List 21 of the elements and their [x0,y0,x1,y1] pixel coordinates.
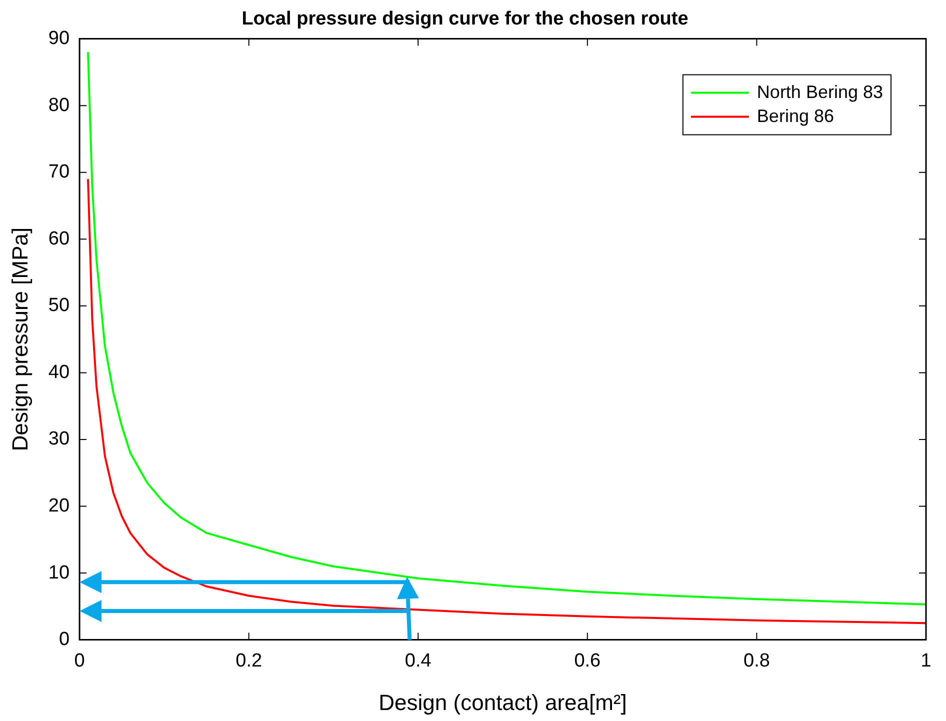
y-tick-label: 70 [48,162,70,183]
y-tick-label: 30 [48,428,70,450]
x-tick-label: 0 [74,650,85,672]
y-tick-label: 50 [48,295,70,316]
x-tick-label: 1 [920,650,932,672]
x-tick-label: 0.6 [574,650,601,672]
y-tick-label: 60 [48,228,70,250]
legend-label: Bering 86 [756,106,834,126]
y-tick-label: 20 [48,495,70,516]
y-tick-label: 40 [48,362,70,383]
legend-label: North Bering 83 [756,82,884,102]
x-axis-title: Design (contact) area[m²] [378,690,627,715]
x-tick-label: 0.8 [743,650,770,672]
y-tick-label: 80 [48,94,70,116]
y-axis-title: Design pressure [MPa] [7,227,32,452]
x-tick-label: 0.2 [236,650,262,672]
x-tick-label: 0.4 [404,650,432,672]
y-tick-label: 0 [58,629,70,650]
y-tick-label: 10 [48,562,70,584]
chart-title: Local pressure design curve for the chosen route [242,8,688,30]
y-tick-label: 90 [48,28,70,50]
